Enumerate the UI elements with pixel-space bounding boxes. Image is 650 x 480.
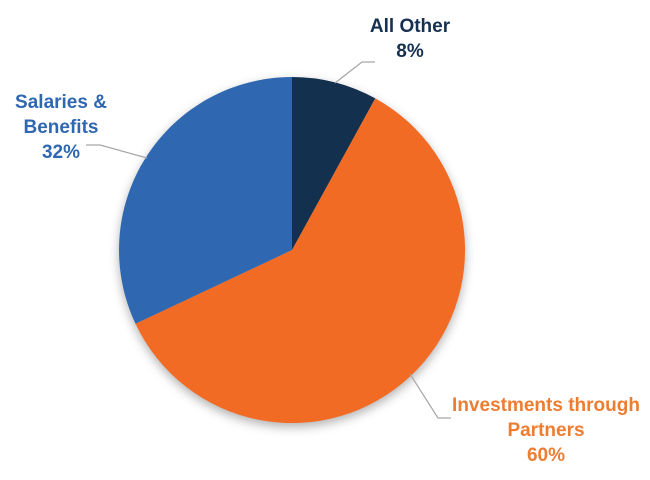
slice-label-investments-line1: Investments through — [452, 395, 640, 416]
pie-slice-all-other — [292, 77, 376, 250]
slice-label-all-other-percent: 8% — [396, 41, 424, 62]
slice-label-salaries-line2: Benefits — [23, 117, 99, 138]
slice-label-investments-line2: Partners — [507, 420, 585, 441]
slice-label-all-other: All Other 8% — [370, 14, 450, 64]
leader-line-investments-partners — [409, 373, 451, 419]
leader-line-all-other — [334, 61, 375, 84]
slice-label-all-other-name: All Other — [369, 16, 451, 37]
pie-slices-group — [119, 77, 466, 424]
slice-label-investments-percent: 60% — [526, 445, 566, 466]
pie-slice-investments-through-partners — [135, 98, 466, 424]
leader-line-salaries-benefits — [86, 144, 148, 159]
slice-label-salaries-line1: Salaries & — [15, 92, 107, 113]
slice-label-investments-partners: Investments through Partners 60% — [452, 393, 640, 468]
slice-label-salaries-percent: 32% — [41, 142, 81, 163]
slice-label-salaries-benefits: Salaries & Benefits 32% — [15, 90, 107, 165]
pie-slice-salaries-benefits — [119, 77, 293, 324]
